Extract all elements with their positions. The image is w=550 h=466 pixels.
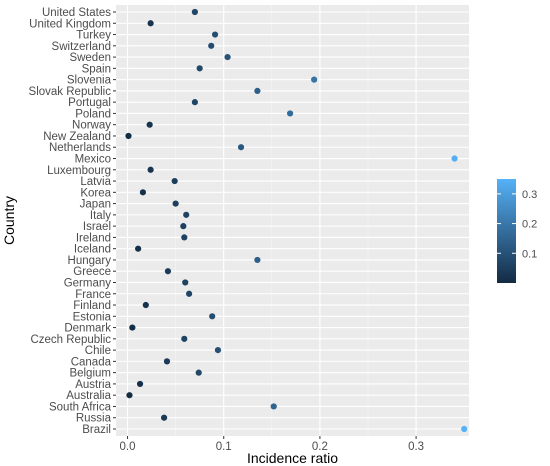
y-tick-label: Czech Republic — [30, 334, 111, 346]
y-tick-label: Iceland — [74, 244, 111, 256]
x-tick-label: 0.1 — [216, 441, 232, 453]
y-tick-label: Belgium — [69, 368, 111, 380]
data-point — [191, 99, 198, 106]
data-point — [209, 313, 216, 320]
y-tick-label: Canada — [71, 356, 112, 368]
y-tick-label: Chile — [85, 345, 111, 357]
data-point — [125, 132, 132, 140]
y-tick-label: Switzerland — [52, 41, 111, 53]
y-tick-label: Sweden — [69, 52, 111, 64]
y-tick-label: New Zealand — [43, 131, 111, 143]
y-tick-label: Japan — [80, 199, 111, 211]
y-axis-title: Country — [1, 196, 17, 245]
data-point — [237, 144, 245, 151]
y-tick-label: Hungary — [68, 255, 112, 267]
colorbar-label: 0.1 — [522, 248, 537, 260]
data-point — [208, 42, 215, 49]
colorbar-legend: 0.1 0.2 0.3 — [497, 179, 537, 283]
data-point — [224, 53, 231, 61]
data-point — [181, 335, 188, 342]
colorbar-label: 0.3 — [522, 189, 537, 201]
y-tick-label: Austria — [75, 379, 111, 391]
y-tick-label: Brazil — [82, 424, 111, 436]
data-point — [182, 279, 189, 286]
y-tick-label: France — [75, 289, 111, 301]
data-point — [286, 110, 294, 117]
y-tick-label: Greece — [73, 266, 111, 278]
data-point — [311, 76, 318, 83]
y-tick-label: Finland — [73, 300, 111, 312]
y-tick-label: Australia — [66, 390, 111, 402]
minor-gridlines — [175, 5, 369, 436]
y-tick-label: Russia — [76, 413, 112, 425]
data-point — [160, 414, 168, 421]
data-point — [147, 20, 154, 27]
data-point — [147, 166, 154, 173]
y-tick-label: Portugal — [68, 97, 111, 109]
data-point — [171, 177, 178, 185]
data-point — [164, 268, 172, 275]
data-point — [135, 245, 142, 252]
y-tick-label: Netherlands — [49, 142, 111, 154]
data-point — [254, 256, 261, 264]
data-point — [142, 301, 149, 309]
data-point — [211, 31, 219, 38]
plot-panel — [116, 5, 469, 436]
data-point — [183, 211, 190, 218]
data-point — [214, 347, 222, 354]
data-point — [180, 223, 187, 230]
data-point — [196, 65, 203, 72]
data-point — [136, 380, 144, 388]
x-tick-label: 0.2 — [312, 441, 328, 453]
x-tick-label: 0.3 — [408, 441, 424, 453]
data-point — [172, 200, 179, 207]
x-axis-title: Incidence ratio — [247, 450, 338, 466]
data-point — [191, 8, 198, 16]
y-tick-label: Norway — [72, 120, 111, 132]
data-points — [125, 8, 468, 433]
data-point — [195, 369, 202, 376]
major-gridlines — [116, 5, 469, 436]
y-tick-label: Latvia — [80, 176, 111, 188]
y-tick-label: Spain — [82, 63, 111, 75]
colorbar-gradient — [497, 179, 516, 283]
data-point — [186, 290, 193, 297]
y-tick-label: Slovak Republic — [29, 86, 112, 98]
y-tick-label: Turkey — [76, 30, 111, 42]
data-point — [181, 234, 188, 241]
data-point — [126, 392, 133, 399]
x-tick-label: 0.0 — [120, 441, 136, 453]
y-tick-label: Luxembourg — [47, 165, 111, 177]
y-tick-label: Germany — [64, 277, 112, 289]
y-tick-label: South Africa — [49, 401, 112, 413]
data-point — [254, 87, 261, 94]
x-axis-ticks: 0.0 0.1 0.2 0.3 — [120, 436, 424, 453]
y-tick-label: United Kingdom — [29, 18, 111, 30]
y-tick-label: Estonia — [73, 311, 112, 323]
y-tick-label: Slovenia — [67, 75, 112, 87]
y-tick-label: Ireland — [76, 232, 111, 244]
y-tick-label: Mexico — [75, 154, 111, 166]
y-tick-label: Israel — [83, 221, 111, 233]
data-point — [461, 425, 468, 433]
data-point — [163, 358, 171, 365]
data-point — [451, 155, 458, 162]
data-point — [270, 403, 277, 410]
y-tick-label: Italy — [90, 210, 111, 222]
y-tick-label: Poland — [75, 108, 111, 120]
y-tick-label: Denmark — [64, 323, 111, 335]
y-tick-label: United States — [42, 7, 111, 19]
colorbar-label: 0.2 — [522, 219, 537, 231]
data-point — [146, 121, 153, 128]
y-tick-label: Korea — [80, 187, 111, 199]
data-point — [139, 189, 147, 196]
data-point — [129, 324, 136, 331]
